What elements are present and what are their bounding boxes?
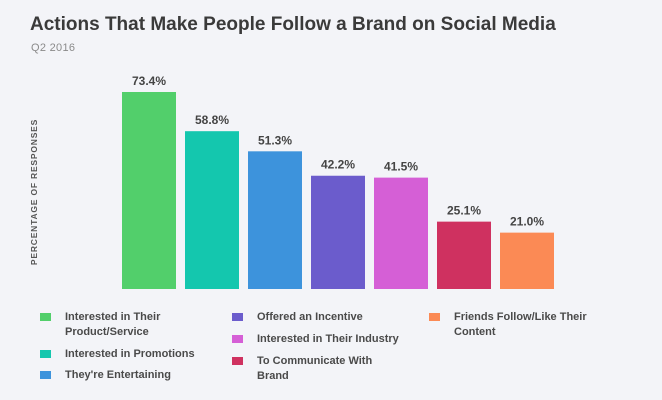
legend-label: Content: [454, 326, 496, 338]
legend-label: Offered an Incentive: [257, 311, 363, 323]
legend-swatch: [40, 313, 51, 321]
legend-item-product-service: Interested in Their Product/Service: [40, 310, 160, 340]
bar-friends-follow-like-their-content: [500, 232, 554, 289]
bar-value-label: 21.0%: [510, 215, 544, 229]
legend-label: They're Entertaining: [65, 369, 171, 381]
legend-label: Brand: [257, 370, 289, 382]
bar-chart: 73.4% 58.8% 51.3% 42.2% 41.5% 25.1% 21.0%: [122, 74, 554, 289]
legend-item-promotions: Interested in Promotions: [40, 347, 195, 362]
bar-to-communicate-with-brand: [437, 221, 491, 289]
bar-interested-in-their-product-service: [122, 92, 176, 289]
legend-swatch: [232, 313, 243, 321]
legend-label: Product/Service: [65, 326, 149, 338]
legend-label: Friends Follow/Like Their: [454, 311, 587, 323]
bar-they-re-entertaining: [248, 151, 302, 289]
legend-item-friends: Friends Follow/Like Their Content: [429, 310, 587, 340]
chart-subtitle: Q2 2016: [31, 42, 76, 54]
legend-label: Interested in Promotions: [65, 348, 195, 360]
legend-swatch: [232, 335, 243, 343]
chart-title: Actions That Make People Follow a Brand …: [30, 14, 556, 35]
legend-item-industry: Interested in Their Industry: [232, 332, 399, 347]
bar-value-label: 41.5%: [384, 160, 418, 174]
legend-item-communicate: To Communicate With Brand: [232, 354, 372, 384]
legend-item-entertaining: They're Entertaining: [40, 368, 171, 383]
bar-offered-an-incentive: [311, 175, 365, 289]
bar-value-label: 42.2%: [321, 158, 355, 172]
bar-value-label: 73.4%: [132, 74, 166, 88]
legend-swatch: [40, 350, 51, 358]
bar-value-label: 51.3%: [258, 133, 292, 147]
bar-value-label: 25.1%: [447, 204, 481, 218]
legend-label: Interested in Their: [65, 311, 161, 323]
bar-value-label: 58.8%: [195, 113, 229, 127]
legend-swatch: [40, 371, 51, 379]
legend-label: To Communicate With: [257, 355, 373, 367]
legend-item-incentive: Offered an Incentive: [232, 310, 363, 325]
bar-interested-in-promotions: [185, 131, 239, 289]
chart-legend: Interested in Their Product/Service Inte…: [40, 310, 640, 390]
legend-label: Interested in Their Industry: [257, 333, 399, 345]
legend-swatch: [232, 357, 243, 365]
bar-interested-in-their-industry: [374, 177, 428, 289]
legend-swatch: [429, 313, 440, 321]
